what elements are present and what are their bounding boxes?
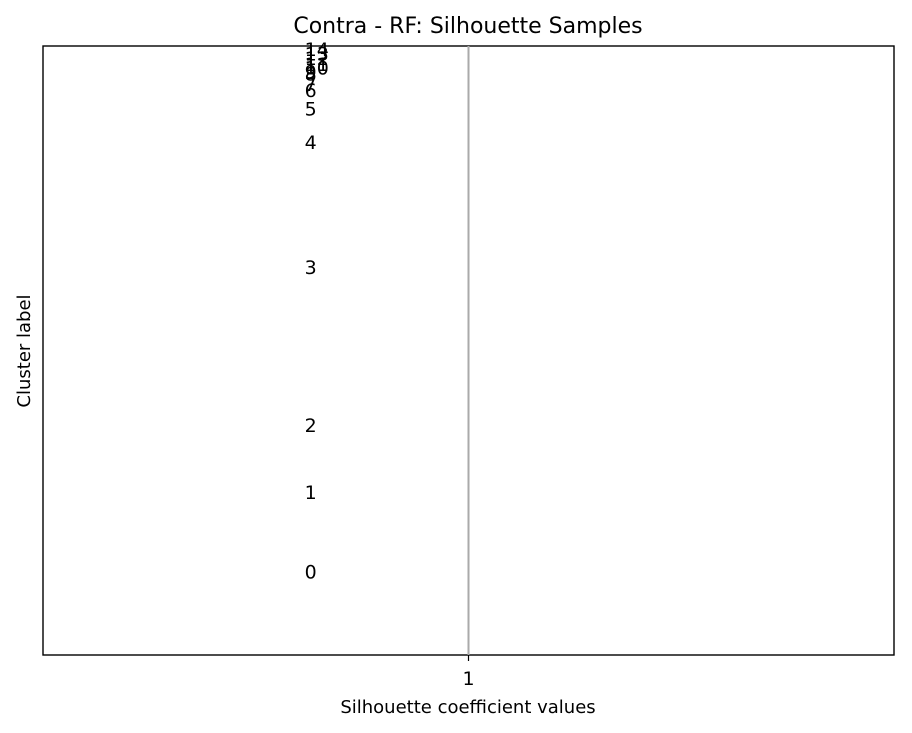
- cluster-label-9: 9: [305, 61, 317, 83]
- cluster-label-3: 3: [305, 257, 317, 279]
- cluster-label-14: 14: [305, 39, 329, 61]
- cluster-label-11: 11: [305, 54, 329, 76]
- cluster-label-4: 4: [305, 132, 317, 154]
- x-tick-label: 1: [462, 668, 474, 690]
- x-axis-label: Silhouette coefficient values: [340, 697, 595, 718]
- x-axis-ticks: 1: [462, 655, 475, 690]
- cluster-label-1: 1: [305, 482, 317, 504]
- cluster-label-10: 10: [305, 58, 329, 80]
- cluster-label-12: 12: [305, 48, 329, 70]
- cluster-label-2: 2: [305, 415, 317, 437]
- cluster-label-7: 7: [305, 74, 317, 96]
- cluster-label-6: 6: [305, 80, 317, 102]
- cluster-label-13: 13: [305, 44, 329, 66]
- cluster-label-0: 0: [305, 561, 317, 583]
- cluster-label-8: 8: [305, 64, 317, 86]
- cluster-label-5: 5: [305, 98, 317, 120]
- y-axis-label: Cluster label: [14, 294, 35, 407]
- chart-title: Contra - RF: Silhouette Samples: [293, 14, 642, 39]
